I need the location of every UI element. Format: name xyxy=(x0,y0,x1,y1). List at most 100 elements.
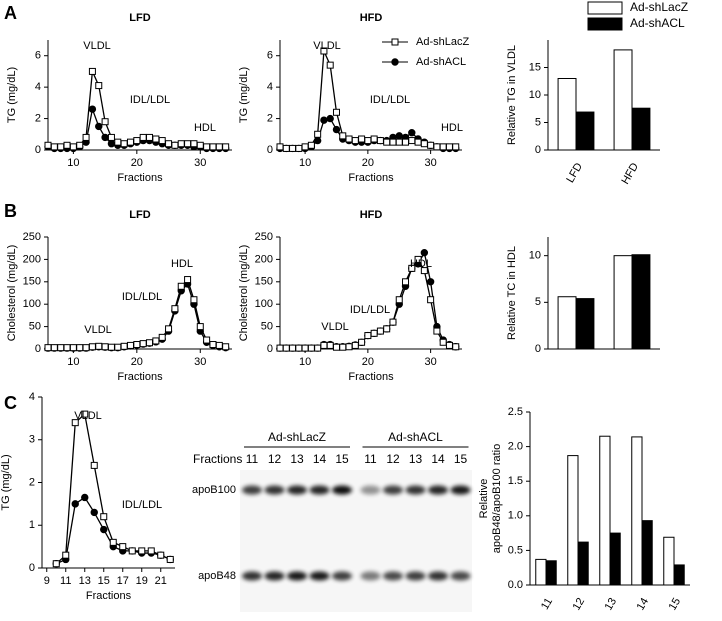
marker xyxy=(71,500,79,508)
blot-band xyxy=(242,485,262,495)
marker xyxy=(395,138,403,146)
y-tick-label: 2 xyxy=(267,112,273,124)
blot-band xyxy=(242,571,262,581)
y-axis-label: TG (mg/dL) xyxy=(0,454,12,510)
y-tick-label: 0 xyxy=(267,343,273,355)
x-tick-label: 10 xyxy=(67,157,79,169)
marker xyxy=(364,332,372,340)
blot-lane-label: 15 xyxy=(454,452,468,466)
marker xyxy=(358,338,366,346)
marker xyxy=(332,125,341,134)
x-tick-label: 30 xyxy=(194,157,206,169)
blot-group-label: Ad-shLacZ xyxy=(268,430,326,444)
marker xyxy=(157,551,165,559)
x-axis-label: Fractions xyxy=(348,371,394,383)
marker xyxy=(133,137,141,145)
marker xyxy=(95,82,103,90)
blot-band xyxy=(428,485,448,495)
marker xyxy=(165,140,173,148)
annotation: VLDL xyxy=(74,410,102,422)
marker xyxy=(320,116,328,124)
y-axis-label: Cholesterol (mg/dL) xyxy=(6,245,18,342)
blot-band xyxy=(405,571,426,581)
x-tick-label: 17 xyxy=(117,575,129,587)
legend-label: Ad-shLacZ xyxy=(630,0,688,14)
bar xyxy=(613,255,633,350)
marker xyxy=(165,325,173,333)
x-tick-label: 11 xyxy=(539,596,555,612)
x-tick-label: 13 xyxy=(603,596,620,613)
blot-band xyxy=(332,485,352,495)
marker xyxy=(383,138,391,146)
blot-band xyxy=(383,571,403,581)
marker xyxy=(139,133,147,141)
marker xyxy=(44,141,52,149)
marker xyxy=(171,305,179,313)
marker xyxy=(427,296,435,304)
marker xyxy=(402,138,410,146)
marker xyxy=(81,410,89,418)
x-tick-label: 10 xyxy=(299,356,311,368)
x-tick-label: 9 xyxy=(44,575,50,587)
marker xyxy=(82,133,90,141)
y-tick-label: 5 xyxy=(535,296,541,308)
x-tick-label: 13 xyxy=(79,575,91,587)
panel-label: A xyxy=(4,3,17,23)
marker xyxy=(383,325,391,333)
marker xyxy=(289,144,297,152)
bar xyxy=(545,560,557,586)
annotation: HDL xyxy=(171,258,193,270)
chart-title: LFD xyxy=(129,12,150,24)
marker xyxy=(395,132,403,140)
marker xyxy=(158,333,166,341)
marker xyxy=(177,282,185,290)
blot-group-label: Ad-shACL xyxy=(388,430,443,444)
blot-band xyxy=(287,571,307,581)
marker xyxy=(439,143,447,151)
marker xyxy=(88,343,96,351)
y-tick-label: 0 xyxy=(535,144,541,156)
x-tick-label: 11 xyxy=(60,575,71,587)
y-tick-label: 0.0 xyxy=(508,579,523,591)
blot-lane-label: 12 xyxy=(268,452,282,466)
marker xyxy=(101,343,109,351)
annotation: IDL/LDL xyxy=(122,499,162,511)
marker xyxy=(88,105,97,113)
marker xyxy=(107,140,116,148)
marker xyxy=(62,551,70,559)
x-tick-label: 21 xyxy=(155,575,167,587)
marker xyxy=(282,144,290,152)
marker xyxy=(88,67,96,75)
x-axis-label: Fractions xyxy=(348,172,394,184)
legend-swatch xyxy=(587,1,623,15)
y-tick-label: 2.5 xyxy=(508,406,523,418)
y-tick-label: 6 xyxy=(267,50,273,62)
marker xyxy=(326,341,334,349)
marker xyxy=(445,341,453,349)
marker xyxy=(282,344,290,352)
y-tick-label: 200 xyxy=(23,253,41,265)
marker xyxy=(370,135,378,143)
bar xyxy=(557,78,577,151)
legend-label: Ad-shACL xyxy=(416,56,466,68)
marker xyxy=(445,143,453,151)
marker xyxy=(107,133,115,141)
panel-label: B xyxy=(4,201,17,221)
marker xyxy=(177,140,185,148)
bar xyxy=(557,296,577,350)
y-tick-label: 0 xyxy=(29,562,35,574)
marker xyxy=(133,341,141,349)
marker xyxy=(114,343,122,351)
marker xyxy=(126,341,134,349)
bar xyxy=(631,107,651,151)
y-tick-label: 0 xyxy=(267,144,273,156)
blot-lane-label: 11 xyxy=(364,452,377,466)
y-tick-label: 10 xyxy=(529,89,541,101)
chart-title: HFD xyxy=(360,209,383,221)
x-tick-label: 15 xyxy=(98,575,110,587)
blot-band-label: apoB100 xyxy=(192,484,236,496)
marker xyxy=(209,143,217,151)
marker xyxy=(101,133,109,142)
annotation: IDL/LDL xyxy=(122,291,162,303)
marker xyxy=(358,135,366,143)
